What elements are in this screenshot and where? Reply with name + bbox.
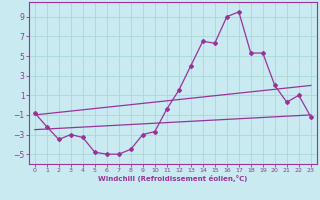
X-axis label: Windchill (Refroidissement éolien,°C): Windchill (Refroidissement éolien,°C): [98, 175, 247, 182]
